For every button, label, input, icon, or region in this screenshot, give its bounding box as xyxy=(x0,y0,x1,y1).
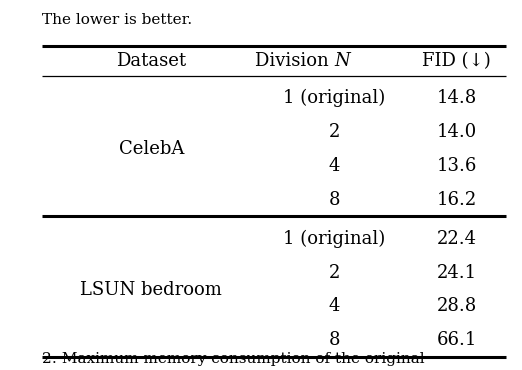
Text: 4: 4 xyxy=(328,157,340,175)
Text: 28.8: 28.8 xyxy=(436,297,477,315)
Text: FID (↓): FID (↓) xyxy=(422,52,491,70)
Text: 16.2: 16.2 xyxy=(436,191,477,209)
Text: 8: 8 xyxy=(328,191,340,209)
Text: 2: 2 xyxy=(328,123,340,141)
Text: 22.4: 22.4 xyxy=(437,230,477,248)
Text: 2: 2 xyxy=(328,264,340,282)
Text: 8: 8 xyxy=(328,331,340,349)
Text: 14.8: 14.8 xyxy=(436,89,477,107)
Text: 1 (original): 1 (original) xyxy=(283,230,385,248)
Text: 24.1: 24.1 xyxy=(437,264,477,282)
Text: CelebA: CelebA xyxy=(118,140,184,158)
Text: 2: Maximum memory consumption of the original: 2: Maximum memory consumption of the ori… xyxy=(42,352,424,366)
Text: N: N xyxy=(334,52,350,70)
Text: Dataset: Dataset xyxy=(116,52,186,70)
Text: 14.0: 14.0 xyxy=(436,123,477,141)
Text: LSUN bedroom: LSUN bedroom xyxy=(80,280,222,299)
Text: The lower is better.: The lower is better. xyxy=(42,13,192,27)
Text: 66.1: 66.1 xyxy=(436,331,477,349)
Text: 4: 4 xyxy=(328,297,340,315)
Text: 13.6: 13.6 xyxy=(436,157,477,175)
Text: 1 (original): 1 (original) xyxy=(283,89,385,107)
Text: Division: Division xyxy=(255,52,334,70)
